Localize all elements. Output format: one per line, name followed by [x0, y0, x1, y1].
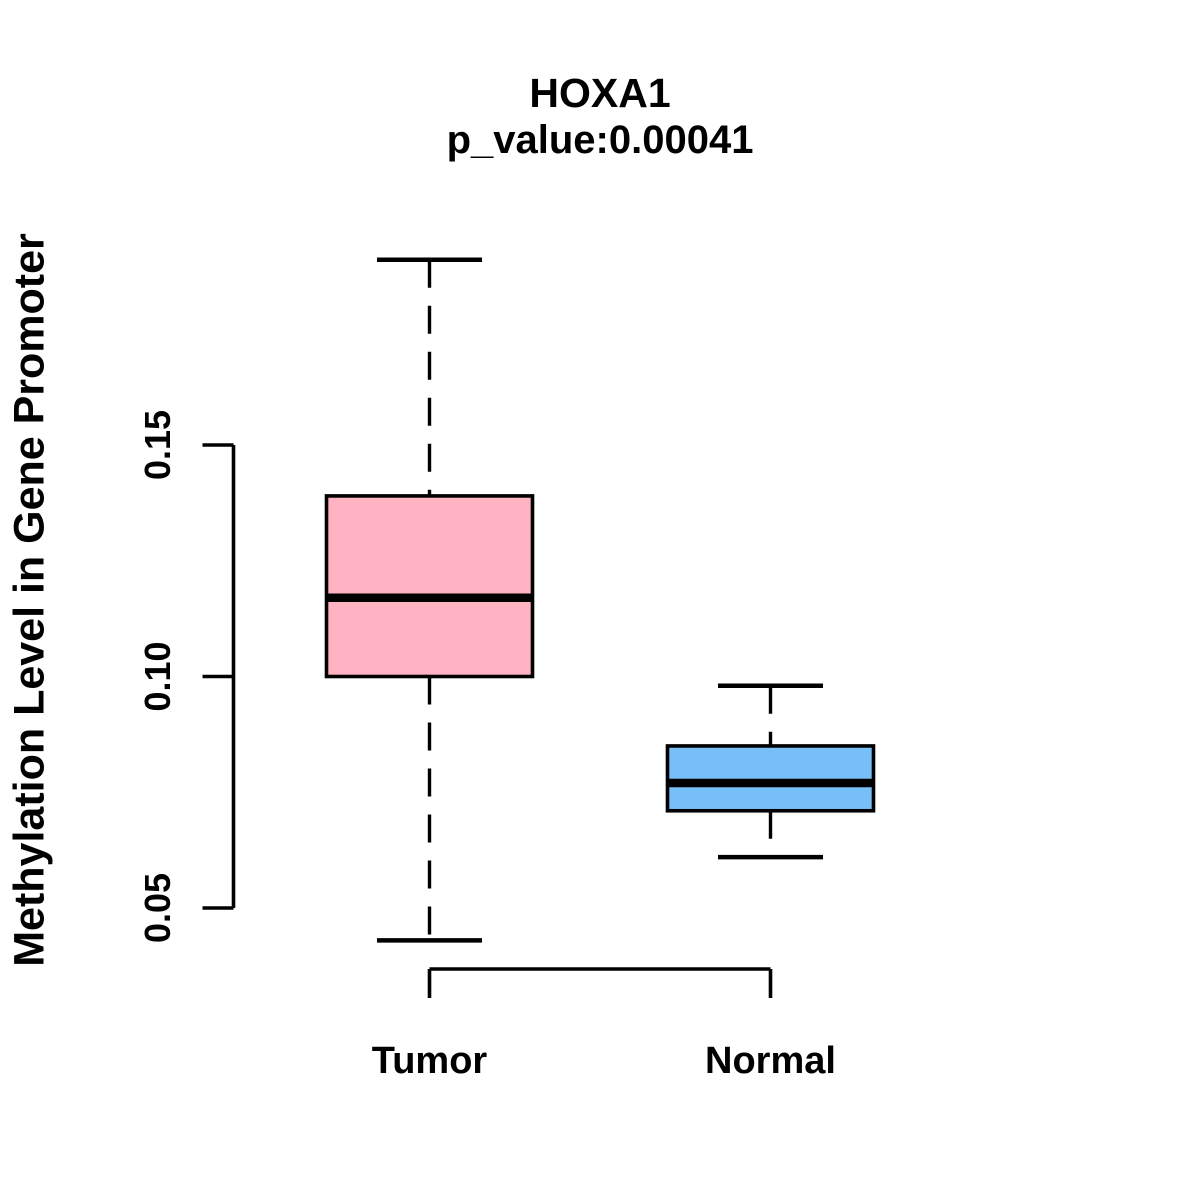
- chart-title: HOXA1: [529, 70, 671, 116]
- p-value-label: p_value:0.00041: [446, 118, 754, 162]
- box-normal: [665, 744, 876, 813]
- title-block: HOXA1 p_value:0.00041: [0, 70, 1200, 164]
- x-axis-label-normal: Normal: [705, 1040, 836, 1082]
- x-axis-label-tumor: Tumor: [372, 1040, 488, 1082]
- y-axis-tick-label: 0.15: [137, 410, 178, 480]
- y-axis-tick-label: 0.05: [137, 873, 178, 943]
- box-tumor: [324, 494, 535, 679]
- y-axis-tick-label: 0.10: [137, 641, 178, 711]
